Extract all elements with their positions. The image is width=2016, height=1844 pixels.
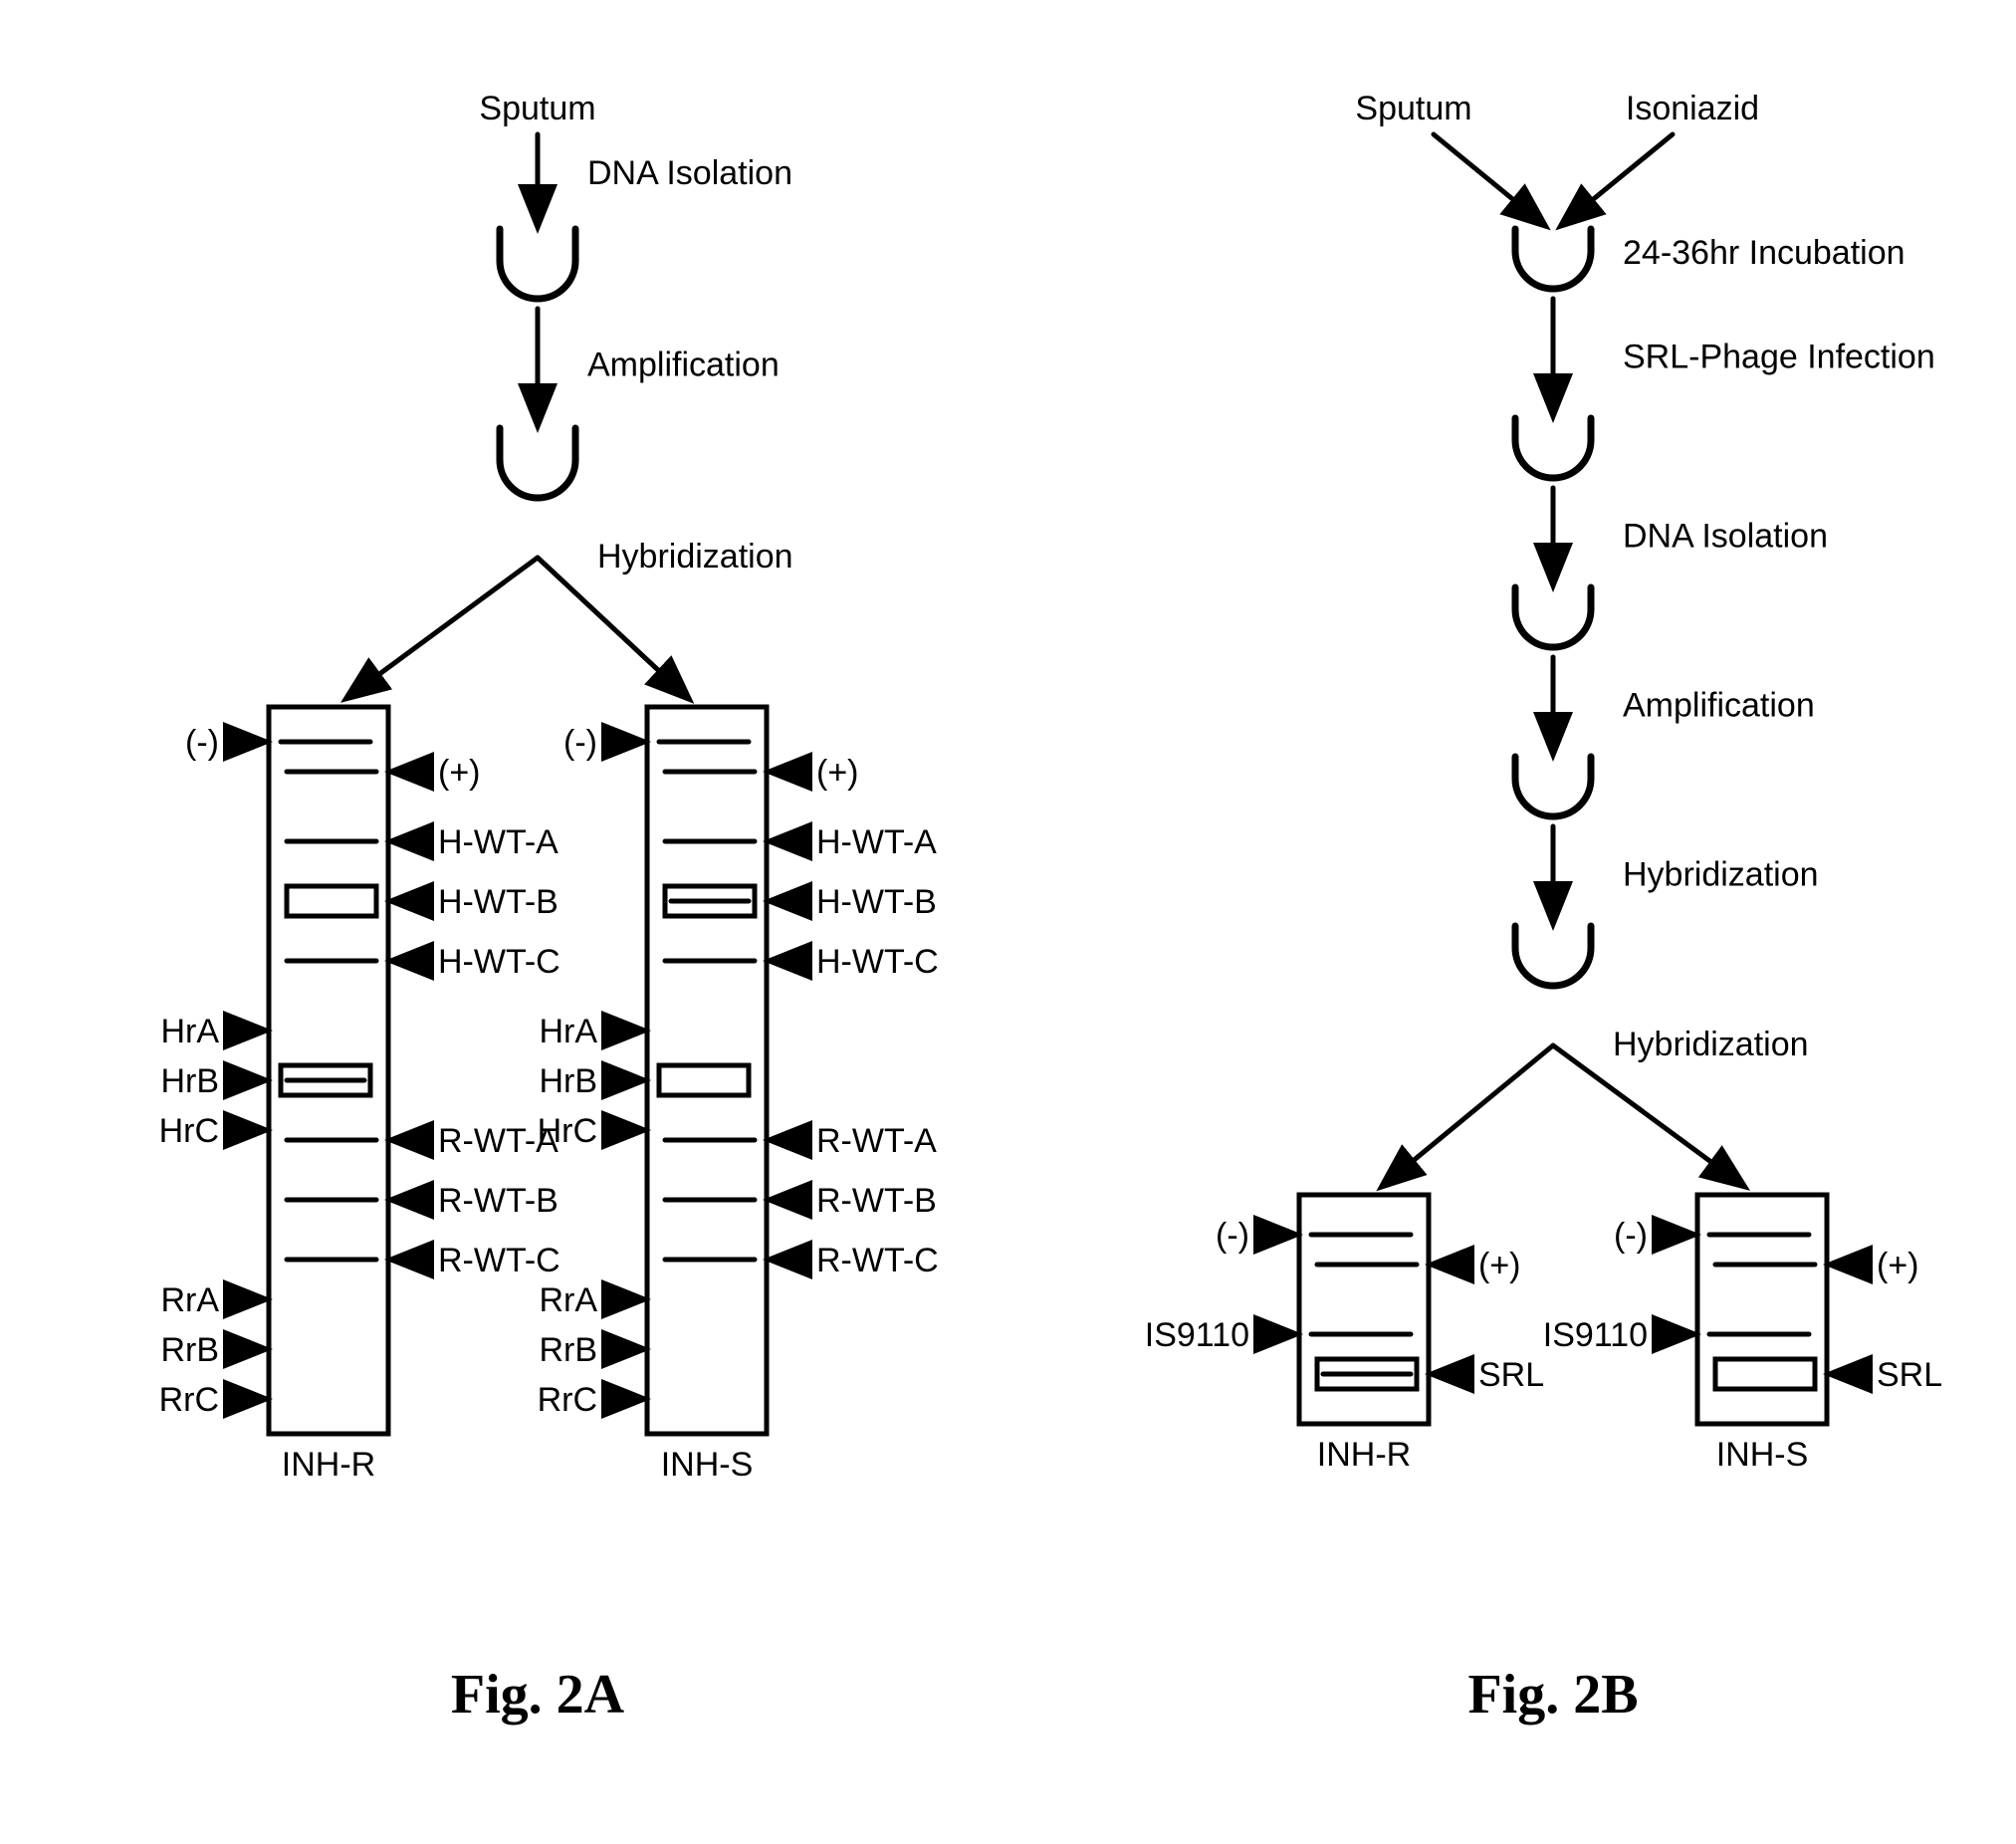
strip-left-label-A-1-6: RrC (538, 1381, 597, 1419)
step-label-A-last: Hybridization (597, 538, 793, 576)
strip-right-label-A-1-4: R-WT-A (816, 1122, 937, 1160)
strip-left-label-A-0-0: (-) (185, 724, 219, 762)
strip-left-label-A-1-0: (-) (563, 724, 597, 762)
strip-right-label-A-1-2: H-WT-B (816, 883, 937, 921)
strip-right-label-B-0-0: (+) (1478, 1247, 1521, 1284)
step-label-A-1: Amplification (587, 346, 780, 384)
strip-left-label-A-1-4: RrA (539, 1281, 597, 1319)
strip-right-label-A-1-1: H-WT-A (816, 823, 937, 861)
strip-left-label-A-1-2: HrB (539, 1062, 597, 1100)
strip-right-label-A-1-6: R-WT-C (816, 1242, 939, 1279)
strip-left-label-A-0-3: HrC (159, 1112, 219, 1150)
figure-title-b: Fig. 2B (1467, 1664, 1638, 1726)
strip-right-label-B-1-0: (+) (1877, 1247, 1919, 1284)
figure-root: Sputum DNA Isolation Amplification Hybridiz… (0, 0, 2016, 1844)
strip-left-label-A-1-5: RrB (539, 1331, 597, 1369)
strip-right-label-A-0-5: R-WT-B (438, 1182, 559, 1220)
strip-left-label-A-0-1: HrA (160, 1013, 219, 1050)
strip-right-label-A-0-1: H-WT-A (438, 823, 559, 861)
strip-left-label-B-0-1: IS9110 (1145, 1316, 1249, 1354)
strip-right-label-A-0-3: H-WT-C (438, 943, 560, 981)
strip-right-label-B-1-1: SRL (1877, 1356, 1942, 1394)
strip-left-label-A-0-5: RrB (160, 1331, 219, 1369)
strip-left-label-B-1-0: (-) (1614, 1217, 1648, 1255)
strip-right-label-A-0-6: R-WT-C (438, 1242, 560, 1279)
step-label-B-3: Amplification (1623, 687, 1815, 725)
step-label-B-last: Hybridization (1613, 1026, 1809, 1063)
input-label-B-1: Isoniazid (1626, 90, 1759, 127)
strip-right-label-A-0-0: (+) (438, 754, 481, 792)
strip-right-label-A-0-2: H-WT-B (438, 883, 559, 921)
strip-bottom-label-B-0: INH-R (1317, 1436, 1411, 1474)
step-label-B-0: 24-36hr Incubation (1623, 234, 1905, 272)
step-label-B-4: Hybridization (1623, 856, 1819, 894)
strip-left-label-A-1-3: HrC (538, 1112, 597, 1150)
strip-right-label-A-1-5: R-WT-B (816, 1182, 937, 1220)
strip-right-label-A-1-3: H-WT-C (816, 943, 939, 981)
strip-right-label-B-0-1: SRL (1478, 1356, 1544, 1394)
strip-bottom-label-A-1: INH-S (661, 1446, 754, 1484)
figure-title-a: Fig. 2A (451, 1664, 625, 1726)
strip-bottom-label-B-1: INH-S (1716, 1436, 1809, 1474)
step-label-B-1: SRL-Phage Infection (1623, 339, 1935, 376)
figure-svg: Sputum DNA Isolation Amplification Hybridiz… (0, 0, 2016, 1844)
strip-bottom-label-A-0: INH-R (282, 1446, 375, 1484)
strip-left-label-A-0-2: HrB (160, 1062, 219, 1100)
strip-left-label-A-0-4: RrA (160, 1281, 219, 1319)
strip-left-label-B-0-0: (-) (1216, 1217, 1249, 1255)
strip-left-label-B-1-1: IS9110 (1543, 1316, 1648, 1354)
input-label-B-0: Sputum (1355, 90, 1471, 127)
step-label-B-2: DNA Isolation (1623, 518, 1828, 556)
strip-right-label-A-1-0: (+) (816, 754, 859, 792)
strip-left-label-A-1-1: HrA (539, 1013, 597, 1050)
step-label-A-0: DNA Isolation (587, 154, 792, 192)
input-label-A-0: Sputum (479, 90, 595, 127)
strip-left-label-A-0-6: RrC (159, 1381, 219, 1419)
